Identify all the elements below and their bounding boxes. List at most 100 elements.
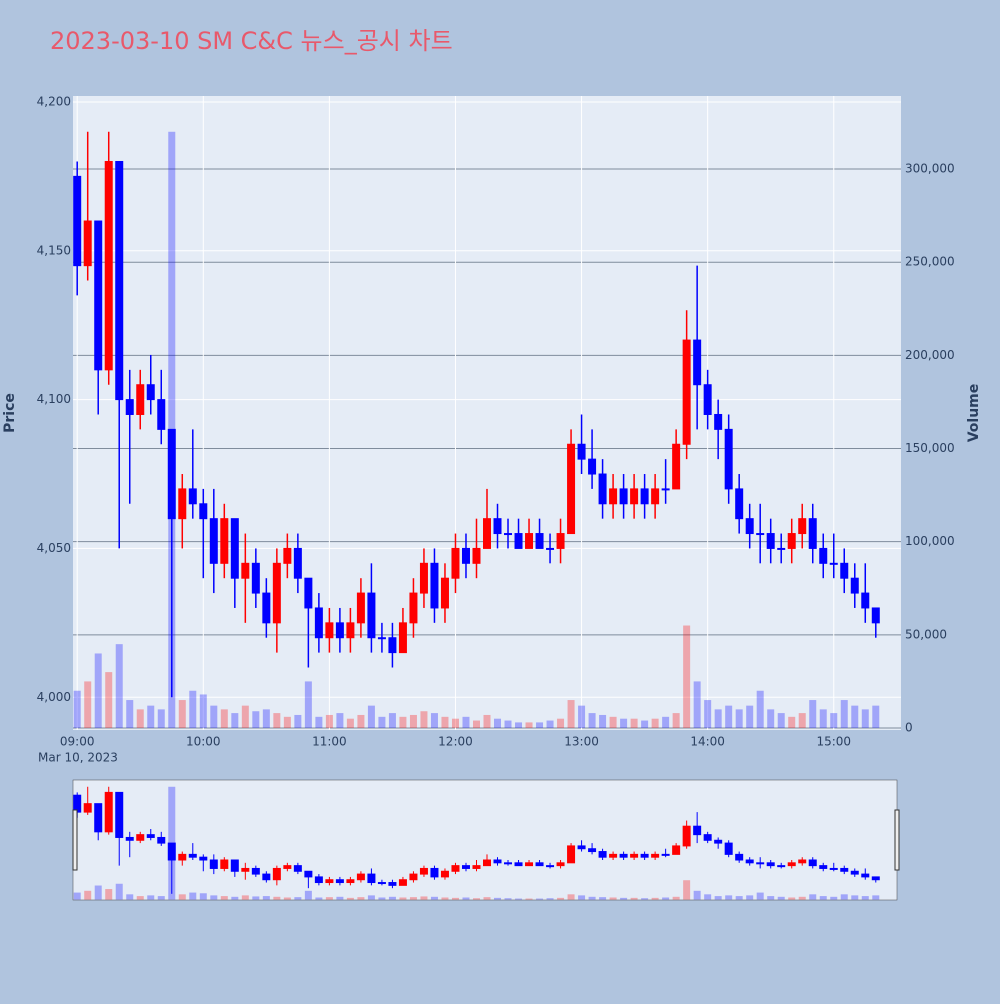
mini-candle-body (588, 848, 597, 853)
mini-candle-body (335, 879, 344, 884)
candle-body (808, 518, 817, 549)
mini-candle-body (735, 853, 744, 861)
candle-body (251, 562, 260, 594)
volume-bar (546, 720, 554, 729)
y2-tick-label: 300,000 (905, 162, 955, 176)
mini-volume-bar (294, 897, 302, 900)
volume-bar (388, 713, 396, 729)
mini-volume-bar (599, 897, 607, 900)
volume-bar (704, 700, 712, 729)
candle-body (745, 518, 754, 535)
mini-candle-body (83, 803, 92, 813)
mini-candle-body (640, 853, 649, 858)
mini-volume-bar (536, 898, 544, 900)
volume-bar (861, 709, 869, 729)
mini-volume-bar (798, 896, 806, 900)
candle-body (630, 488, 639, 505)
candle-body (535, 533, 544, 549)
mini-volume-bar (746, 895, 754, 900)
candle-body (693, 339, 702, 386)
y2-tick-label: 250,000 (905, 255, 955, 269)
mini-candle-body (262, 873, 271, 881)
candle-body (367, 592, 376, 639)
volume-bar (767, 709, 775, 729)
mini-volume-bar (840, 894, 848, 900)
mini-candle-body (514, 862, 523, 867)
mini-candle-body (630, 853, 639, 858)
volume-bar (515, 722, 523, 729)
mini-volume-bar (273, 896, 281, 900)
mini-candle-body (850, 870, 859, 875)
mini-candle-body (356, 873, 365, 881)
mini-candle-body (419, 867, 428, 875)
mini-volume-bar (504, 898, 512, 900)
slider-handle (894, 809, 900, 871)
candle-body (314, 607, 323, 639)
volume-bar (662, 716, 670, 729)
mini-volume-bar (851, 895, 859, 900)
mini-candle-body (125, 836, 134, 841)
volume-bar (588, 713, 596, 729)
mini-volume-bar (126, 894, 134, 900)
mini-volume-bar (210, 895, 218, 900)
mini-volume-bar (830, 896, 838, 900)
mini-candle-body (451, 865, 460, 872)
mini-volume-bar (357, 897, 365, 900)
mini-candle-body (209, 859, 218, 869)
candle-body (346, 622, 355, 639)
mini-volume-bar (283, 897, 291, 900)
candle-body (504, 533, 513, 536)
mini-candle-body (461, 865, 470, 869)
candle-body (293, 547, 302, 579)
mini-volume-bar (136, 896, 144, 900)
candle-body (735, 488, 744, 520)
mini-volume-bar (315, 897, 323, 900)
mini-volume-bar (189, 892, 197, 900)
y2-tick-label: 200,000 (905, 348, 955, 362)
candle-body (756, 533, 765, 536)
chart-title: 2023-03-10 SM C&C 뉴스_공시 차트 (50, 27, 453, 55)
volume-bar (94, 653, 102, 729)
volume-bar (788, 716, 796, 729)
candle-body (178, 488, 187, 520)
mini-volume-bar (483, 897, 491, 900)
candle-body (525, 533, 534, 549)
candle-body (777, 547, 786, 550)
volume-bar (746, 705, 754, 729)
volume-bar (819, 709, 827, 729)
volume-bar (462, 716, 470, 729)
mini-volume-bar (346, 897, 354, 900)
mini-candle-body (787, 862, 796, 867)
volume-bar (420, 711, 428, 729)
volume-bar (693, 681, 701, 729)
mini-volume-bar (378, 897, 386, 900)
mini-volume-bar (609, 897, 617, 900)
mini-volume-bar (546, 898, 554, 900)
mini-volume-bar (84, 890, 92, 900)
candle-body (199, 503, 208, 520)
candle-body (262, 592, 271, 624)
volume-bar (294, 714, 302, 729)
volume-bar (441, 716, 449, 729)
volume-bar (472, 720, 480, 729)
volume-bar (346, 718, 354, 729)
mini-volume-bar (420, 896, 428, 900)
range-slider[interactable] (72, 779, 898, 901)
mini-volume-bar (861, 896, 869, 900)
x-date-label: Mar 10, 2023 (38, 751, 118, 765)
mini-candle-body (283, 865, 292, 869)
mini-volume-bar (683, 880, 691, 900)
mini-volume-bar (651, 897, 659, 900)
x-tick-label: 10:00 (186, 735, 221, 749)
mini-candle-body (672, 845, 681, 855)
mini-candle-body (493, 859, 502, 864)
volume-bar (283, 716, 291, 729)
mini-volume-bar (641, 898, 649, 900)
volume-bar (84, 681, 92, 729)
candle-body (104, 160, 113, 371)
volume-bar (325, 714, 333, 729)
mini-volume-bar (567, 894, 575, 900)
candle-body (220, 518, 229, 564)
candle-body (819, 547, 828, 564)
mini-candle-body (871, 876, 880, 881)
